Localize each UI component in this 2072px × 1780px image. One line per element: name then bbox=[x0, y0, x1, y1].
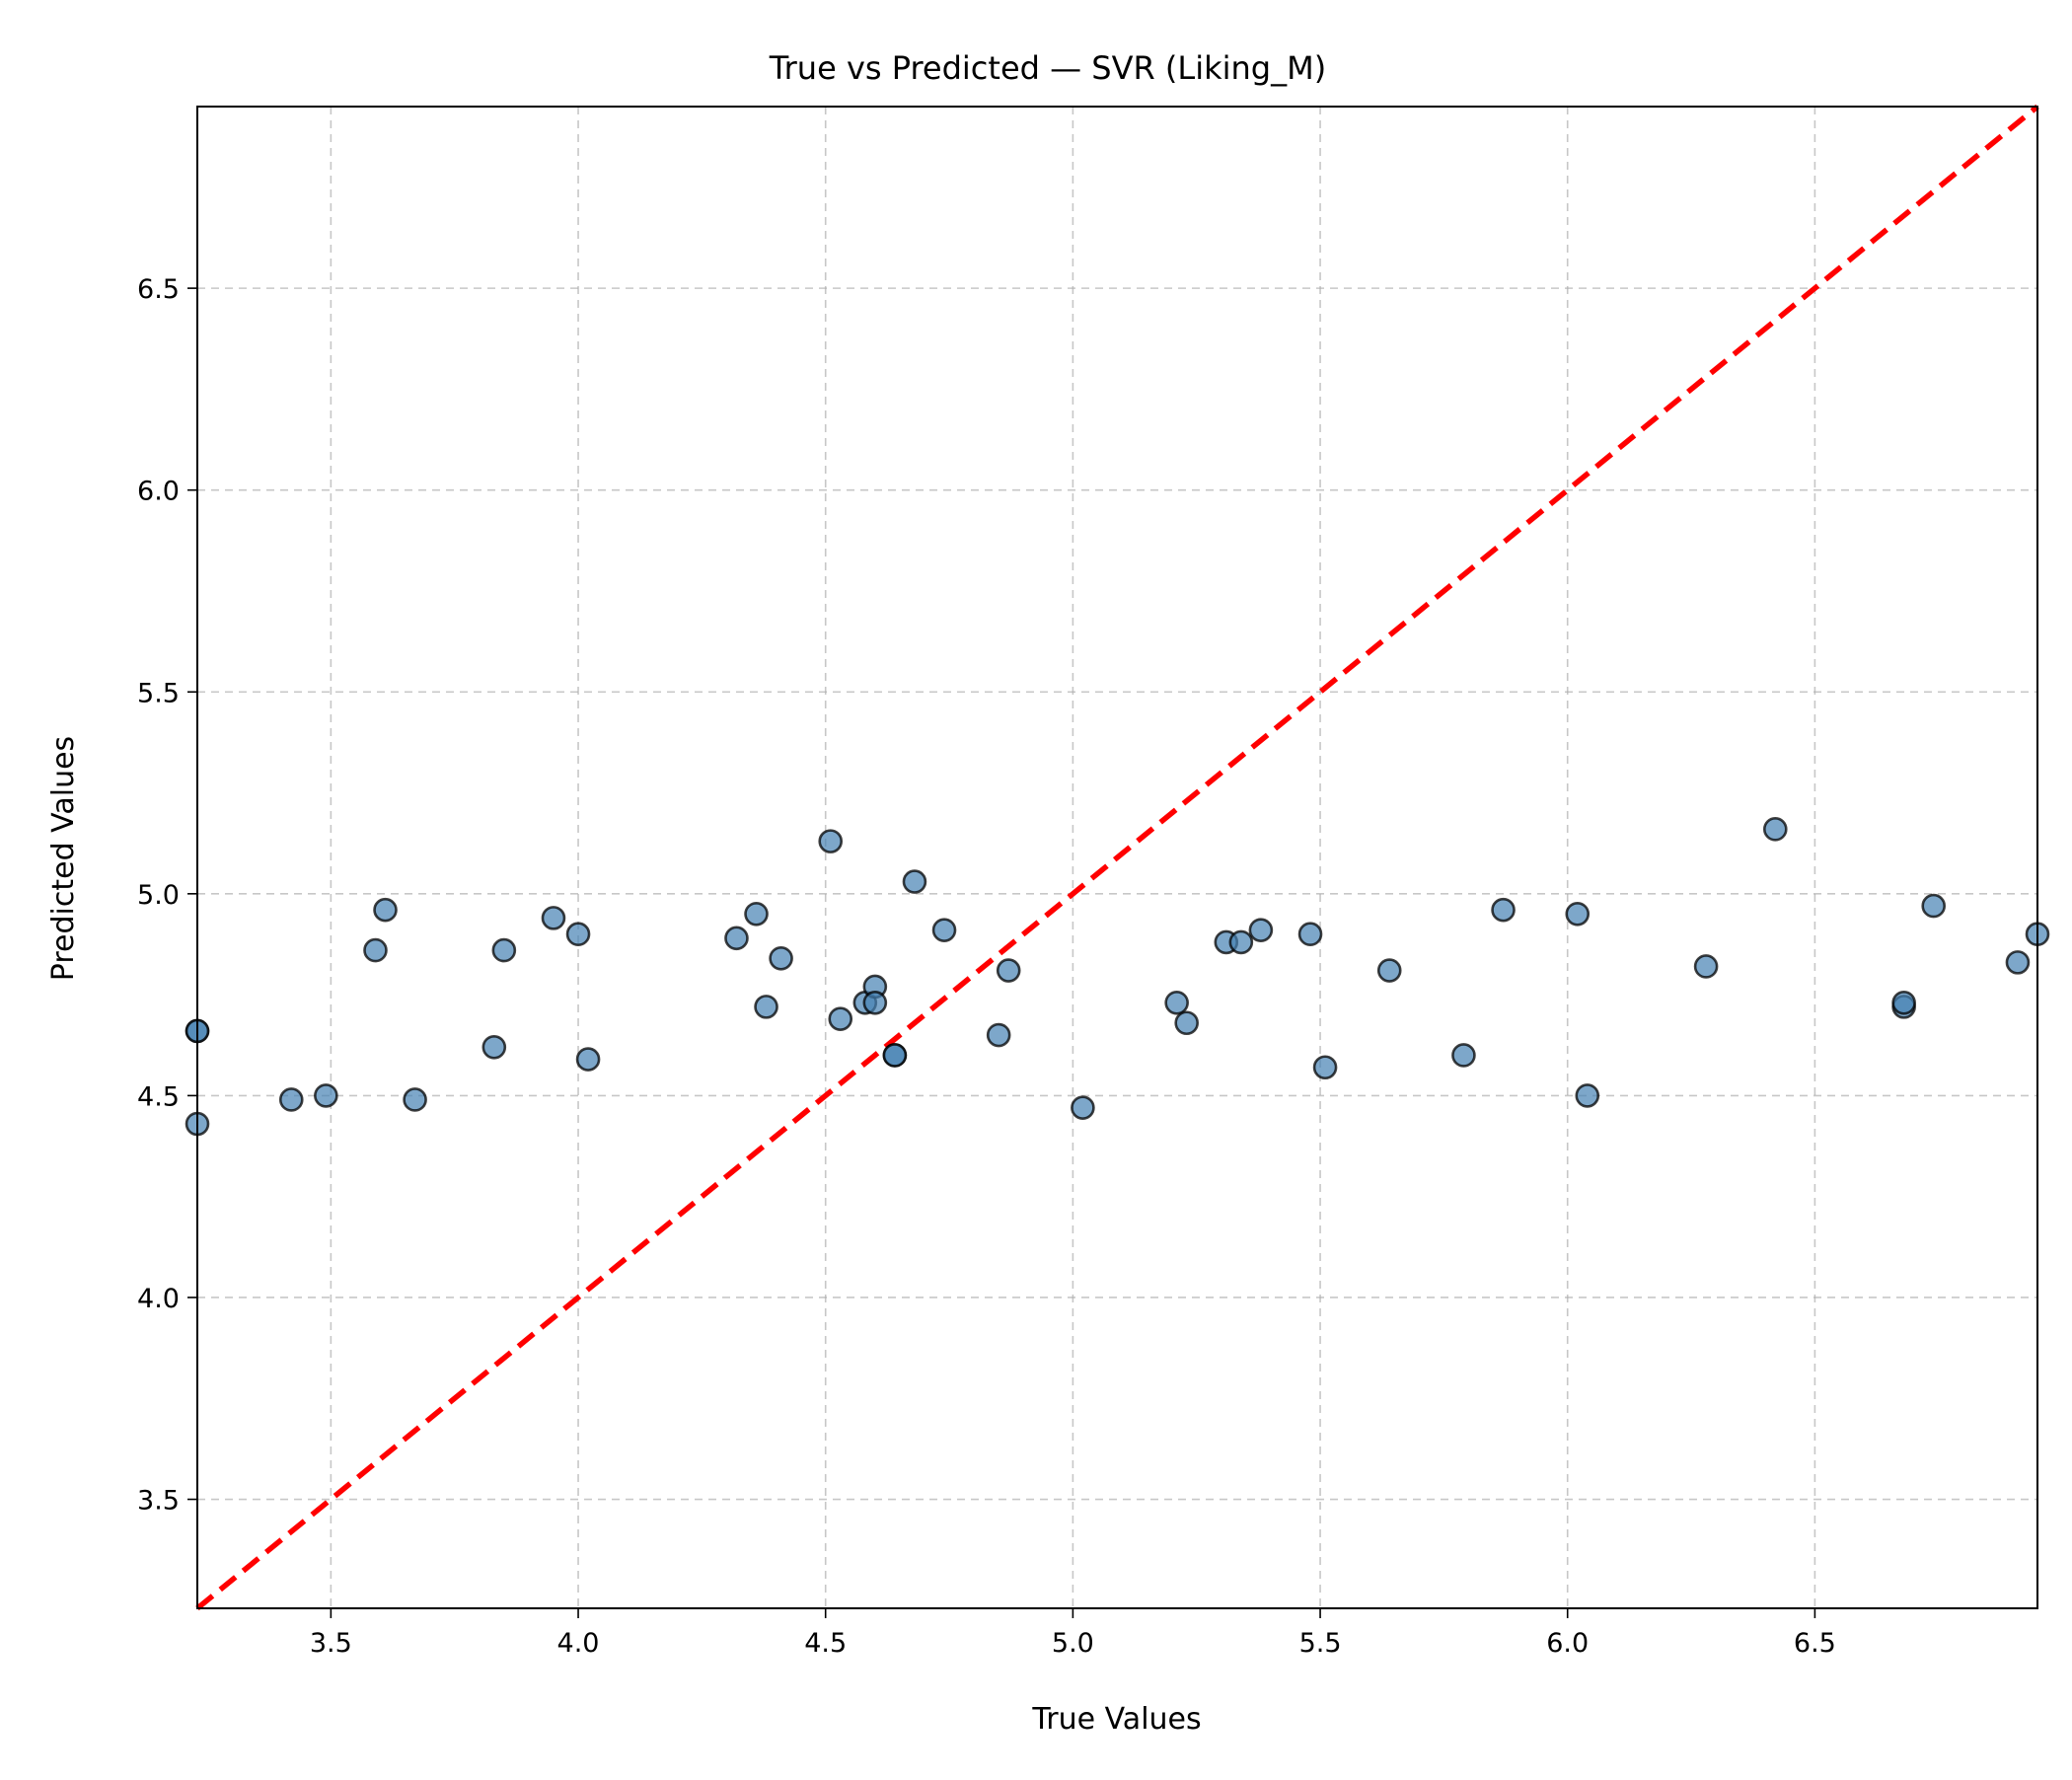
scatter-point bbox=[1174, 1010, 1199, 1036]
scatter-point bbox=[314, 1083, 338, 1108]
scatter-point bbox=[1164, 990, 1189, 1015]
scatter-point bbox=[1565, 901, 1591, 927]
chart-title: True vs Predicted — SVR (Liking_M) bbox=[769, 49, 1326, 87]
scatter-point bbox=[902, 869, 927, 894]
y-tick-label: 5.5 bbox=[137, 678, 180, 708]
scatter-point bbox=[986, 1022, 1011, 1048]
scatter-point bbox=[1762, 817, 1788, 842]
x-tick-label: 5.5 bbox=[1299, 1628, 1342, 1659]
y-axis-ticks: 3.5 4.0 4.5 5.0 5.5 6.0 6.5 bbox=[137, 274, 197, 1517]
scatter-point bbox=[744, 901, 769, 927]
scatter-point bbox=[1376, 958, 1402, 983]
x-tick-label: 6.0 bbox=[1546, 1628, 1589, 1659]
scatter-point bbox=[862, 990, 888, 1015]
scatter-point bbox=[931, 918, 957, 942]
scatter-point bbox=[882, 1043, 908, 1068]
x-tick-label: 4.0 bbox=[557, 1628, 600, 1659]
scatter-point bbox=[818, 829, 844, 853]
identity-reference-line bbox=[195, 104, 2039, 1611]
scatter-point bbox=[1491, 897, 1516, 923]
scatter-point bbox=[996, 958, 1021, 983]
scatter-point bbox=[1228, 929, 1254, 955]
scatter-point bbox=[491, 937, 517, 963]
x-tick-label: 6.5 bbox=[1794, 1628, 1836, 1659]
scatter-point bbox=[575, 1047, 601, 1072]
y-tick-label: 4.5 bbox=[137, 1081, 180, 1112]
scatter-point bbox=[828, 1006, 853, 1031]
x-axis-label: True Values bbox=[1031, 1702, 1201, 1737]
scatter-point bbox=[403, 1087, 427, 1112]
scatter-point bbox=[2005, 950, 2031, 975]
scatter-point bbox=[1891, 990, 1916, 1015]
y-axis-label: Predicted Values bbox=[46, 736, 81, 981]
grid-lines bbox=[197, 107, 2037, 1608]
scatter-point bbox=[278, 1087, 304, 1112]
scatter-point bbox=[1297, 922, 1323, 947]
scatter-point bbox=[1693, 954, 1719, 979]
scatter-point bbox=[541, 906, 566, 930]
x-tick-label: 3.5 bbox=[310, 1628, 352, 1659]
scatter-point bbox=[363, 937, 388, 963]
y-tick-label: 4.0 bbox=[137, 1284, 180, 1314]
plot-frame bbox=[196, 106, 2038, 1609]
scatter-point bbox=[724, 926, 749, 951]
data-points bbox=[185, 817, 2050, 1137]
y-tick-label: 6.0 bbox=[137, 477, 180, 507]
scatter-point bbox=[373, 897, 398, 923]
x-axis-ticks: 3.5 4.0 4.5 5.0 5.5 6.0 6.5 bbox=[310, 1608, 1836, 1659]
scatter-point bbox=[769, 945, 793, 971]
reference-line-group bbox=[195, 104, 2039, 1611]
scatter-point bbox=[481, 1034, 507, 1060]
y-tick-label: 6.5 bbox=[137, 274, 180, 305]
x-tick-label: 4.5 bbox=[804, 1628, 847, 1659]
scatter-point bbox=[1248, 918, 1274, 942]
y-tick-label: 3.5 bbox=[137, 1486, 180, 1517]
scatter-point bbox=[1451, 1043, 1476, 1068]
y-tick-label: 5.0 bbox=[137, 880, 180, 911]
scatter-point bbox=[565, 922, 591, 947]
scatter-point bbox=[1312, 1055, 1338, 1080]
x-tick-label: 5.0 bbox=[1052, 1628, 1094, 1659]
scatter-point bbox=[1071, 1095, 1095, 1120]
scatter-point bbox=[1921, 893, 1947, 919]
scatter-point bbox=[1575, 1083, 1600, 1108]
scatter-point bbox=[754, 995, 778, 1019]
